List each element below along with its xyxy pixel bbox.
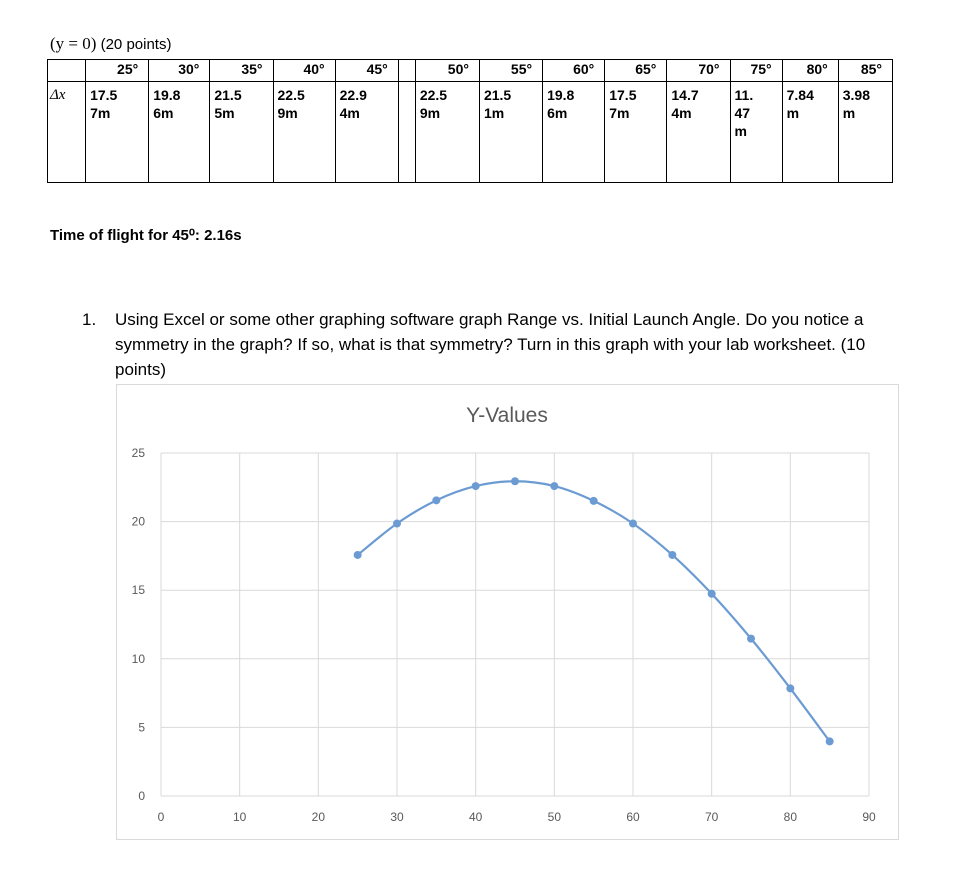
angle-cell: 85° <box>837 59 894 82</box>
value-cell: 22.5 9m <box>414 81 480 183</box>
range-value-row: Δx 17.5 7m 19.8 6m 21.5 5m 22.5 9m 22.9 … <box>46 81 894 183</box>
data-point <box>747 634 755 643</box>
y-tick-label: 10 <box>132 652 146 666</box>
value-cell: 22.5 9m <box>272 81 336 183</box>
data-point <box>353 550 362 559</box>
points-label: (20 points) <box>100 36 172 53</box>
angle-cell: 55° <box>478 59 544 82</box>
x-tick-label: 30 <box>390 810 404 824</box>
chart-title: Y-Values <box>466 404 548 427</box>
y-tick-label: 15 <box>132 583 146 597</box>
value-cell: 17.5 7m <box>85 81 150 183</box>
x-tick-label: 20 <box>312 810 326 824</box>
question-item: 1. Using Excel or some other graphing so… <box>82 307 902 382</box>
x-tick-label: 0 <box>158 810 165 824</box>
data-point <box>629 519 637 528</box>
data-point <box>786 684 795 693</box>
series-layer <box>353 477 834 746</box>
tick-layer: 0 5 10 15 20 25 0 10 20 30 40 50 60 70 80 90 <box>132 446 876 824</box>
grid-layer <box>160 452 870 797</box>
angle-cell: 65° <box>604 59 668 82</box>
data-point <box>707 589 716 598</box>
angle-cell: 50° <box>414 59 480 82</box>
x-tick-label: 50 <box>548 810 562 824</box>
spacer-cell <box>397 81 416 183</box>
y-tick-label: 20 <box>132 515 146 529</box>
header-corner-cell <box>46 59 87 82</box>
x-tick-label: 90 <box>862 810 876 824</box>
value-cell: 22.9 4m <box>334 81 399 183</box>
value-cell: 21.5 5m <box>209 81 274 183</box>
row-label-cell: Δx <box>46 81 87 183</box>
condition-label: (y = 0) <box>50 34 97 53</box>
data-point <box>550 482 559 491</box>
angle-cell: 60° <box>542 59 606 82</box>
x-tick-label: 40 <box>469 810 483 824</box>
x-tick-label: 70 <box>705 810 719 824</box>
question-number: 1. <box>82 310 97 329</box>
data-point <box>471 482 480 491</box>
data-point <box>511 477 519 486</box>
value-cell: 14.7 4m <box>666 81 731 183</box>
section-heading: (y = 0) (20 points) <box>50 34 171 54</box>
question-text: Using Excel or some other graphing softw… <box>115 310 866 379</box>
y-tick-label: 5 <box>138 720 145 734</box>
range-table: 25° 30° 35° 40° 45° 50° 55° 60° 65° 70° … <box>46 59 894 183</box>
chart-container: Y-Values 0 5 10 15 20 25 0 10 20 30 40 50 60 70 80 90 <box>116 384 899 840</box>
angle-cell: 75° <box>729 59 783 82</box>
spacer-cell <box>397 59 416 82</box>
angle-header-row: 25° 30° 35° 40° 45° 50° 55° 60° 65° 70° … <box>46 59 894 82</box>
data-point <box>589 496 598 505</box>
angle-cell: 25° <box>85 59 150 82</box>
value-cell: 19.8 6m <box>542 81 606 183</box>
value-cell: 3.98 m <box>837 81 894 183</box>
value-cell: 17.5 7m <box>604 81 668 183</box>
angle-cell: 45° <box>334 59 399 82</box>
angle-cell: 35° <box>209 59 274 82</box>
angle-cell: 80° <box>781 59 839 82</box>
data-point <box>432 496 441 505</box>
angle-cell: 70° <box>666 59 731 82</box>
x-tick-label: 60 <box>626 810 640 824</box>
angle-cell: 40° <box>272 59 336 82</box>
x-tick-label: 80 <box>784 810 798 824</box>
value-cell: 21.5 1m <box>478 81 544 183</box>
x-tick-label: 10 <box>233 810 247 824</box>
y-tick-label: 25 <box>132 446 146 460</box>
range-vs-angle-chart: Y-Values 0 5 10 15 20 25 0 10 20 30 40 50 60 70 80 90 <box>132 404 876 824</box>
value-cell: 7.84 m <box>781 81 839 183</box>
data-point <box>393 519 401 528</box>
value-cell: 19.8 6m <box>148 81 211 183</box>
angle-cell: 30° <box>148 59 211 82</box>
data-point <box>668 550 677 559</box>
value-cell: 11. 47 m <box>729 81 783 183</box>
series-line <box>356 480 831 743</box>
data-point <box>825 737 834 746</box>
flight-time-text: Time of flight for 45⁰: 2.16s <box>50 227 242 244</box>
y-tick-label: 0 <box>138 789 145 803</box>
